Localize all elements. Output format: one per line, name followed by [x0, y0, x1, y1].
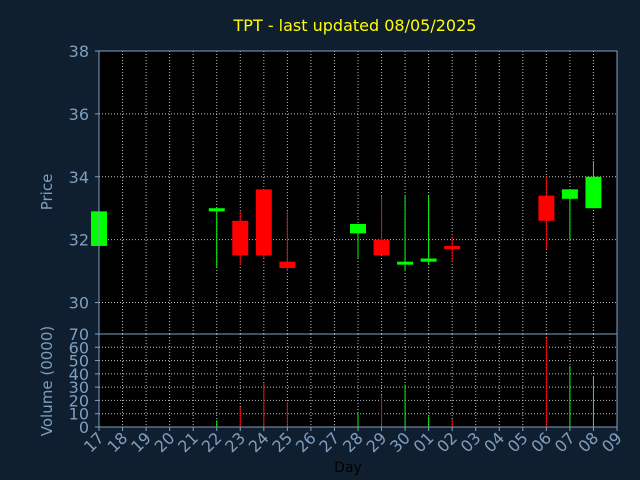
- x-tick-label: 09: [598, 428, 626, 456]
- price-y-tick-label: 34: [69, 168, 89, 187]
- candle-body: [420, 258, 437, 262]
- volume-plot-area: [99, 334, 617, 427]
- x-axis-label: Day: [334, 460, 362, 476]
- price-y-tick-label: 38: [69, 42, 89, 61]
- volume-y-tick-label: 60: [69, 338, 89, 357]
- price-y-tick-label: 32: [69, 231, 89, 250]
- volume-y-tick-label: 50: [69, 352, 89, 371]
- volume-y-tick-label: 30: [69, 378, 89, 397]
- candle-body: [538, 195, 555, 221]
- candle-body: [208, 208, 225, 212]
- candle-body: [397, 261, 414, 265]
- candle-body: [350, 223, 366, 234]
- volume-panel: 0102030405060701718192021222324252627282…: [69, 325, 626, 456]
- volume-y-tick-label: 70: [69, 325, 89, 344]
- volume-y-tick-label: 10: [69, 405, 89, 424]
- candle-body: [279, 261, 296, 268]
- volume-y-tick-label: 0: [79, 418, 89, 437]
- candle-body: [232, 220, 249, 256]
- price-panel: 30 32 34 36 38: [69, 42, 618, 335]
- volume-axis-label: Volume (0000): [38, 326, 56, 436]
- chart-title: TPT - last updated 08/05/2025: [233, 16, 477, 35]
- price-y-tick-label: 36: [69, 105, 89, 124]
- candle-body: [255, 189, 272, 256]
- volume-y-tick-label: 20: [69, 391, 89, 410]
- candle-body: [561, 189, 578, 199]
- volume-y-tick-label: 40: [69, 365, 89, 384]
- price-axis-label: Price: [38, 174, 56, 211]
- candle-body: [444, 245, 461, 250]
- price-y-tick-label: 30: [69, 294, 89, 313]
- candle-body: [373, 239, 390, 256]
- candle-body: [585, 176, 602, 209]
